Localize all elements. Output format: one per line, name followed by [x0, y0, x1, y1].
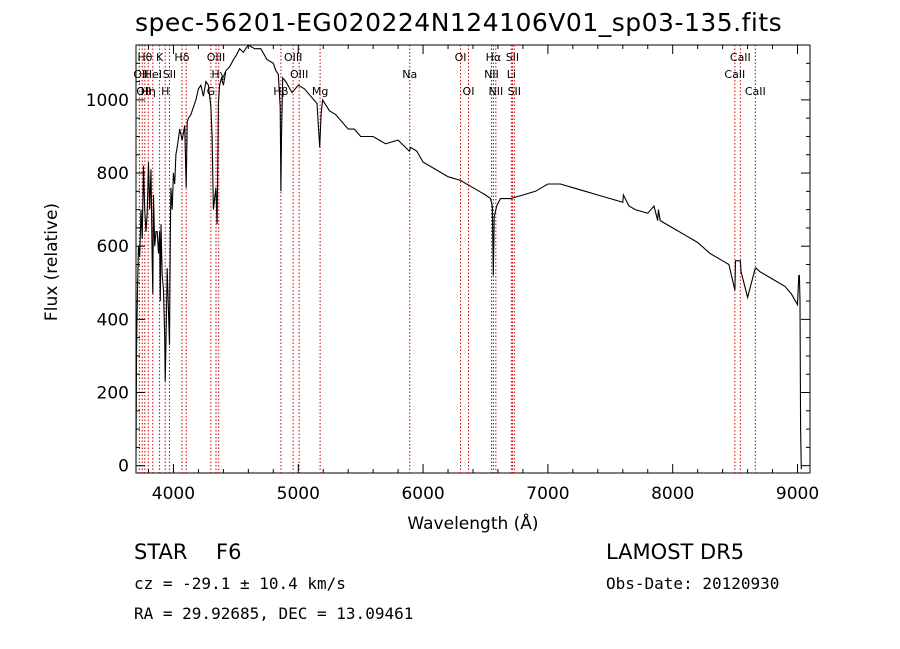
redshift-cz: cz = -29.1 ± 10.4 km/s — [134, 574, 346, 593]
x-tick-label: 6000 — [401, 484, 444, 504]
line-marker-label: Hη — [141, 85, 156, 98]
line-marker-label: NII — [488, 85, 503, 98]
line-marker-label: Mg — [312, 85, 328, 98]
line-marker-label: Li — [507, 68, 516, 81]
x-tick-label: 8000 — [651, 484, 694, 504]
line-marker-label: OIII — [290, 68, 308, 81]
x-axis-label: Wavelength (Å) — [407, 512, 538, 534]
y-tick-label: 200 — [97, 384, 129, 404]
line-marker-label: Hγ — [211, 68, 226, 81]
line-marker-label: OII — [133, 68, 148, 81]
line-marker-label: Hα — [486, 51, 502, 64]
line-marker-label: SII — [508, 85, 521, 98]
object-class: STAR — [134, 540, 188, 564]
x-tick-label: 9000 — [776, 484, 819, 504]
axes: 4000 5000 6000 7000 8000 9000 0 200 400 600 800 100… — [86, 45, 819, 504]
line-marker-label: Hθ — [137, 51, 152, 64]
line-marker-label: OI — [455, 51, 467, 64]
line-marker-labels: OIIOIIHθHηHeIKHSIIHδGOIIIHγHβOIIIOIIIMgN… — [133, 51, 765, 98]
coordinates: RA = 29.92685, DEC = 13.09461 — [134, 604, 414, 623]
y-tick-label: 800 — [97, 164, 129, 184]
line-marker-label: K — [156, 51, 164, 64]
line-marker-label: CaII — [724, 68, 745, 81]
line-marker-label: CaII — [745, 85, 766, 98]
line-marker-label: OIII — [284, 51, 302, 64]
object-subclass: F6 — [216, 540, 242, 564]
x-tick-label: 7000 — [526, 484, 569, 504]
spectrum-line — [135, 44, 802, 470]
line-marker-label: OI — [463, 85, 475, 98]
line-marker-label: SII — [506, 51, 519, 64]
line-marker-label: SII — [163, 68, 176, 81]
line-marker-label: G — [207, 85, 216, 98]
y-tick-label: 1000 — [86, 91, 129, 111]
line-marker-label: H — [161, 85, 169, 98]
line-marker-label: CaII — [730, 51, 751, 64]
chart-title: spec-56201-EG020224N124106V01_sp03-135.f… — [135, 8, 783, 37]
y-axis-label: Flux (relative) — [42, 203, 62, 321]
x-tick-label: 5000 — [277, 484, 320, 504]
y-tick-label: 0 — [118, 457, 129, 477]
line-marker-label: OIII — [207, 51, 225, 64]
line-marker-label: NII — [484, 68, 499, 81]
plot-frame — [135, 44, 811, 474]
line-marker-label: Hβ — [273, 85, 288, 98]
line-marker-label: Hδ — [174, 51, 189, 64]
line-marker-label: OII — [136, 85, 151, 98]
line-marker-label: HeI — [144, 68, 162, 81]
y-tick-label: 400 — [97, 310, 129, 330]
observation-date: Obs-Date: 20120930 — [606, 574, 780, 593]
y-tick-label: 600 — [97, 237, 129, 257]
x-tick-label: 4000 — [152, 484, 195, 504]
line-markers — [138, 45, 756, 473]
data-release: LAMOST DR5 — [606, 540, 745, 564]
line-marker-label: Na — [402, 68, 417, 81]
